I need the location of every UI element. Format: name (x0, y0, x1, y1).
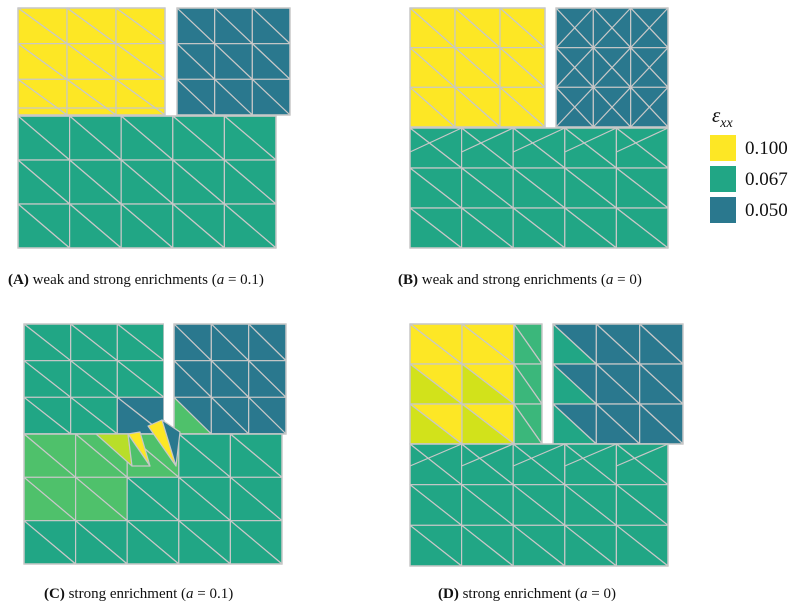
caption-d-param: a (580, 586, 588, 602)
caption-a-eq: = 0.1) (224, 272, 264, 288)
b-interface-strip-refine-edge (409, 127, 462, 153)
caption-b-letter: (B) (398, 272, 418, 288)
caption-d-text: strong enrichment ( (459, 586, 580, 602)
caption-a-letter: (A) (8, 272, 29, 288)
a-top-left-block-outline (17, 7, 166, 116)
caption-b-eq: = 0) (613, 272, 641, 288)
d-interface-strip-refine-edge (564, 443, 617, 467)
c-crack-tip-element (127, 433, 151, 467)
b-top-right-block-refine-edge (630, 7, 669, 49)
b-top-right-block-refine-edge (592, 86, 632, 128)
caption-c-param: a (186, 586, 194, 602)
b-top-right-block-refine-edge (630, 47, 669, 88)
b-top-right-block-refine-edge (555, 86, 594, 128)
caption-d-eq: = 0) (588, 586, 616, 602)
caption-b: (B) weak and strong enrichments (a = 0) (398, 272, 642, 288)
b-top-right-block-refine-edge (592, 47, 632, 88)
caption-c-text: strong enrichment ( (65, 586, 186, 602)
b-top-left-block-outline (409, 7, 546, 128)
b-bottom-block-outline (409, 127, 669, 249)
panel-d-mesh (409, 323, 684, 567)
legend-label-high: 0.100 (745, 138, 788, 159)
b-top-right-block-outline (555, 7, 669, 128)
a-top-right-block-outline (176, 7, 291, 116)
b-top-right-block-refine-edge (555, 7, 594, 49)
d-interface-strip-refine-edge (409, 443, 462, 467)
legend-label-mid: 0.067 (745, 169, 788, 190)
d-interface-strip-refine-edge (461, 443, 514, 467)
caption-d: (D) strong enrichment (a = 0) (438, 586, 616, 602)
legend-title: εxx (712, 103, 733, 131)
legend-title-subscript: xx (719, 116, 733, 131)
panel-a-mesh (17, 7, 291, 249)
caption-b-param: a (606, 272, 614, 288)
b-top-right-block-refine-edge (592, 7, 632, 49)
caption-c-letter: (C) (44, 586, 65, 602)
d-bottom-block-outline (409, 443, 669, 567)
caption-c: (C) strong enrichment (a = 0.1) (44, 586, 233, 602)
c-crack-gap (164, 320, 172, 420)
caption-d-letter: (D) (438, 586, 459, 602)
caption-c-eq: = 0.1) (194, 586, 234, 602)
legend-swatch-mid (710, 166, 736, 192)
b-top-right-block-refine-edge (555, 47, 594, 88)
d-interface-strip-refine-edge (616, 443, 669, 467)
caption-a-param: a (217, 272, 225, 288)
legend-label-low: 0.050 (745, 200, 788, 221)
d-interface-strip-refine-edge (512, 443, 566, 467)
caption-a-text: weak and strong enrichments ( (29, 272, 217, 288)
caption-b-text: weak and strong enrichments ( (418, 272, 606, 288)
b-interface-strip-refine-edge (512, 127, 566, 153)
caption-a: (A) weak and strong enrichments (a = 0.1… (8, 272, 264, 288)
b-top-right-block-refine-edge (630, 86, 669, 128)
legend-swatch-high (710, 135, 736, 161)
legend-title-symbol: ε (712, 103, 721, 127)
panel-b-mesh (409, 7, 669, 249)
c-crack-tip-element (161, 419, 181, 467)
b-interface-strip-refine-edge (564, 127, 617, 153)
legend-swatch-low (710, 197, 736, 223)
panel-c-mesh (23, 320, 287, 565)
b-interface-strip-refine-edge (461, 127, 514, 153)
legend: εxx 0.100 0.067 0.050 (710, 103, 788, 223)
b-interface-strip-refine-edge (616, 127, 669, 153)
